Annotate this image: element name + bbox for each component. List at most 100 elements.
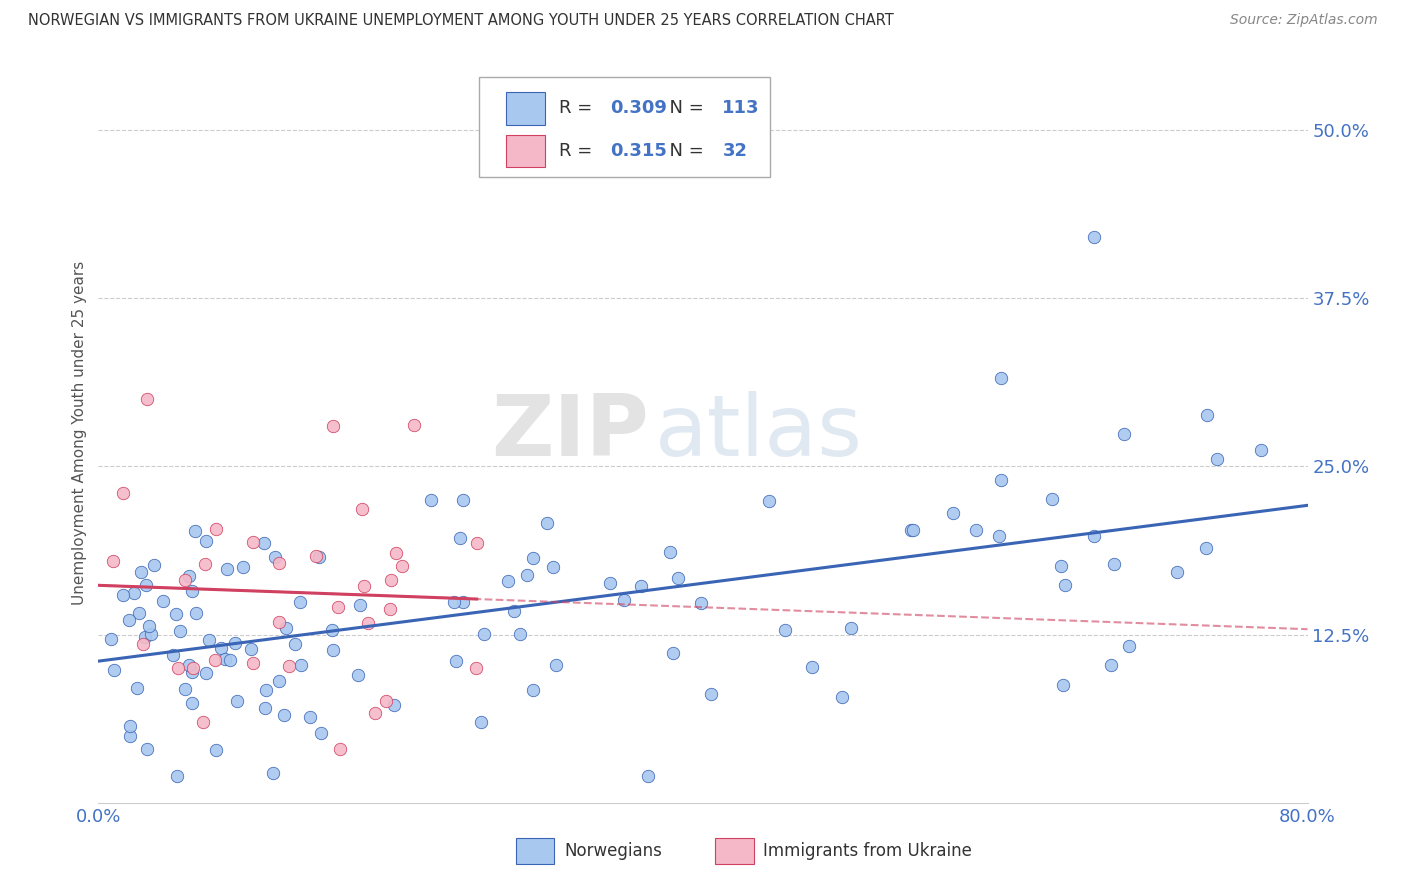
Point [242,534,264,549]
Point [273,708,295,723]
Point [1250,442,1272,457]
Point [309,726,332,740]
Point [699,687,721,701]
Point [1112,426,1135,441]
Point [420,493,443,508]
Point [139,627,162,641]
Point [599,575,621,590]
Point [136,742,159,756]
Point [465,661,488,675]
Point [384,698,406,713]
Point [267,615,290,629]
Point [364,706,387,720]
Point [1083,529,1105,543]
Point [225,694,247,708]
Point [132,637,155,651]
Point [135,392,157,406]
Point [942,506,965,520]
Point [305,549,328,563]
FancyBboxPatch shape [516,838,554,864]
Text: Norwegians: Norwegians [564,842,662,860]
FancyBboxPatch shape [479,78,769,178]
Point [274,621,297,635]
Point [209,640,232,655]
Text: R =: R = [560,142,598,160]
Point [329,742,352,756]
Point [380,573,402,587]
Point [965,523,987,537]
Point [990,473,1012,487]
Point [254,683,277,698]
Point [277,659,299,673]
Text: ZIP: ZIP [491,391,648,475]
Point [135,578,157,592]
Text: 113: 113 [723,100,759,118]
Point [253,536,276,550]
Point [152,593,174,607]
Point [453,595,475,609]
Point [205,743,228,757]
Point [217,562,239,576]
Point [375,694,398,708]
Text: N =: N = [658,142,710,160]
Point [180,696,202,710]
Point [165,607,187,621]
Point [801,660,824,674]
Point [197,633,219,648]
Point [349,598,371,612]
Point [205,522,228,536]
Point [298,710,321,724]
Point [522,682,544,697]
Text: NORWEGIAN VS IMMIGRANTS FROM UKRAINE UNEMPLOYMENT AMONG YOUTH UNDER 25 YEARS COR: NORWEGIAN VS IMMIGRANTS FROM UKRAINE UNE… [28,13,894,29]
Text: Immigrants from Ukraine: Immigrants from Ukraine [763,842,973,860]
Point [1049,558,1071,573]
Point [194,666,217,681]
Point [503,604,526,618]
FancyBboxPatch shape [716,838,754,864]
Point [169,624,191,638]
Point [180,584,202,599]
Point [240,642,263,657]
Point [1206,452,1229,467]
Point [509,627,531,641]
Point [181,665,204,679]
Point [901,523,924,537]
Point [516,568,538,582]
FancyBboxPatch shape [506,135,544,167]
Point [446,654,468,668]
Text: Source: ZipAtlas.com: Source: ZipAtlas.com [1230,13,1378,28]
Point [443,595,465,609]
Point [465,536,488,550]
Point [541,560,564,574]
Point [122,586,145,600]
Point [103,554,125,568]
Point [350,501,373,516]
Point [174,681,197,696]
Point [987,528,1010,542]
Point [224,636,246,650]
Point [522,551,544,566]
Point [449,532,471,546]
Point [194,558,217,572]
Point [174,573,197,587]
Point [177,657,200,672]
Point [666,571,689,585]
Point [267,556,290,570]
Point [103,663,125,677]
Point [536,516,558,530]
Point [378,602,401,616]
Point [1099,657,1122,672]
Text: 0.315: 0.315 [610,142,666,160]
Point [166,769,188,783]
Point [131,565,153,579]
Point [218,653,240,667]
Point [269,673,291,688]
Point [385,546,408,560]
Point [184,524,207,539]
Point [637,769,659,783]
Point [112,588,135,602]
Point [184,606,207,620]
Point [262,765,284,780]
Point [357,616,380,631]
Point [1166,565,1188,579]
